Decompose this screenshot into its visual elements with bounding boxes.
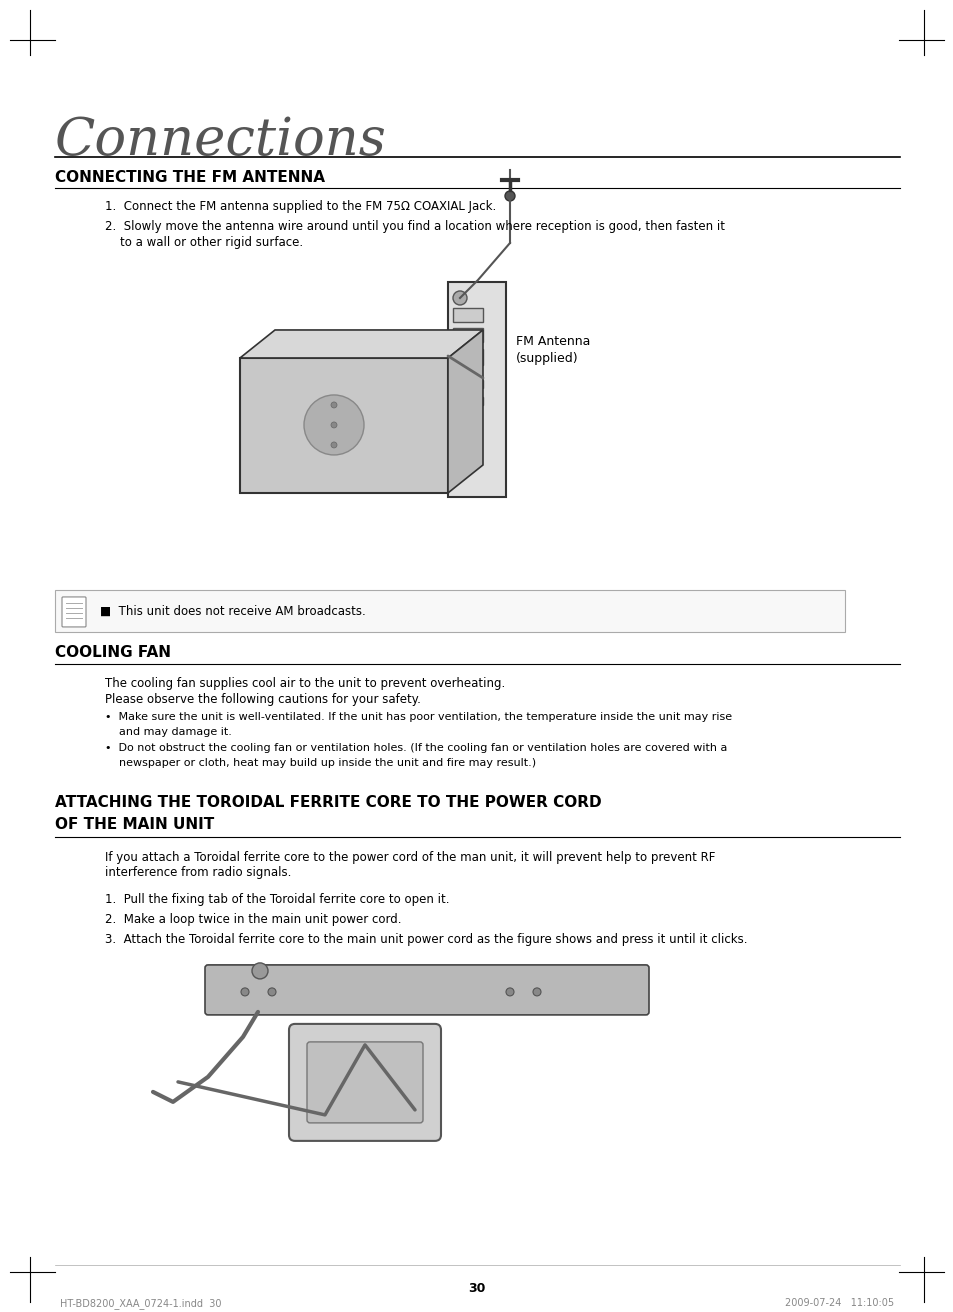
Text: FM Antenna: FM Antenna <box>516 335 590 348</box>
FancyBboxPatch shape <box>289 1023 440 1141</box>
Text: OF THE MAIN UNIT: OF THE MAIN UNIT <box>55 817 214 832</box>
Text: 3.  Attach the Toroidal ferrite core to the main unit power cord as the figure s: 3. Attach the Toroidal ferrite core to t… <box>105 933 747 946</box>
Text: 30: 30 <box>468 1282 485 1295</box>
Circle shape <box>453 291 467 304</box>
Polygon shape <box>240 331 482 358</box>
FancyBboxPatch shape <box>307 1042 422 1123</box>
Bar <box>448 282 505 497</box>
Text: COOLING FAN: COOLING FAN <box>55 646 171 660</box>
Bar <box>240 358 448 493</box>
Text: If you attach a Toroidal ferrite core to the power cord of the man unit, it will: If you attach a Toroidal ferrite core to… <box>105 851 715 863</box>
Text: 2009-07-24   11:10:05: 2009-07-24 11:10:05 <box>784 1298 893 1308</box>
Text: newspaper or cloth, heat may build up inside the unit and fire may result.): newspaper or cloth, heat may build up in… <box>105 758 536 768</box>
Circle shape <box>505 988 514 996</box>
Text: •  Do not obstruct the cooling fan or ventilation holes. (If the cooling fan or : • Do not obstruct the cooling fan or ven… <box>105 743 726 753</box>
Text: (supplied): (supplied) <box>516 352 578 365</box>
Text: ATTACHING THE TOROIDAL FERRITE CORE TO THE POWER CORD: ATTACHING THE TOROIDAL FERRITE CORE TO T… <box>55 795 601 810</box>
Text: Please observe the following cautions for your safety.: Please observe the following cautions fo… <box>105 693 420 706</box>
Circle shape <box>331 442 336 447</box>
FancyBboxPatch shape <box>205 964 648 1015</box>
Text: 1.  Connect the FM antenna supplied to the FM 75Ω COAXIAL Jack.: 1. Connect the FM antenna supplied to th… <box>105 199 496 213</box>
Text: interference from radio signals.: interference from radio signals. <box>105 866 291 879</box>
Circle shape <box>504 192 515 201</box>
Circle shape <box>533 988 540 996</box>
Circle shape <box>241 988 249 996</box>
Bar <box>453 308 482 321</box>
Circle shape <box>304 395 364 455</box>
Circle shape <box>268 988 275 996</box>
Text: 2.  Make a loop twice in the main unit power cord.: 2. Make a loop twice in the main unit po… <box>105 913 401 926</box>
Bar <box>453 328 482 342</box>
Text: HT-BD8200_XAA_0724-1.indd  30: HT-BD8200_XAA_0724-1.indd 30 <box>60 1298 221 1309</box>
Polygon shape <box>448 331 482 493</box>
Circle shape <box>331 422 336 428</box>
Text: 1.  Pull the fixing tab of the Toroidal ferrite core to open it.: 1. Pull the fixing tab of the Toroidal f… <box>105 893 449 905</box>
Bar <box>453 349 482 365</box>
Text: 2.  Slowly move the antenna wire around until you find a location where receptio: 2. Slowly move the antenna wire around u… <box>105 220 724 234</box>
Bar <box>453 380 482 388</box>
Text: and may damage it.: and may damage it. <box>105 727 232 737</box>
Text: ■  This unit does not receive AM broadcasts.: ■ This unit does not receive AM broadcas… <box>100 605 365 618</box>
FancyBboxPatch shape <box>62 597 86 627</box>
Text: The cooling fan supplies cool air to the unit to prevent overheating.: The cooling fan supplies cool air to the… <box>105 677 505 690</box>
Text: to a wall or other rigid surface.: to a wall or other rigid surface. <box>105 236 303 249</box>
Bar <box>55 590 844 632</box>
Circle shape <box>331 401 336 408</box>
Circle shape <box>453 458 467 472</box>
Text: CONNECTING THE FM ANTENNA: CONNECTING THE FM ANTENNA <box>55 171 325 185</box>
Text: Connections: Connections <box>55 115 387 167</box>
Bar <box>453 398 482 405</box>
Text: •  Make sure the unit is well-ventilated. If the unit has poor ventilation, the : • Make sure the unit is well-ventilated.… <box>105 712 731 722</box>
Circle shape <box>252 963 268 979</box>
